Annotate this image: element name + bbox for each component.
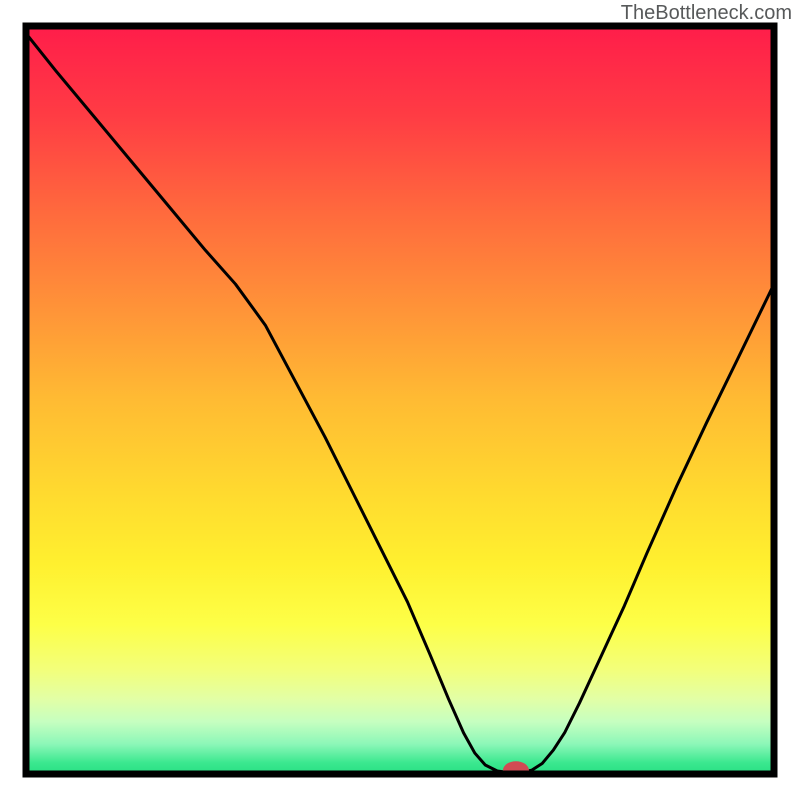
chart-container: TheBottleneck.com (0, 0, 800, 800)
bottleneck-chart (0, 0, 800, 800)
watermark-text: TheBottleneck.com (621, 2, 792, 25)
chart-background (26, 26, 774, 774)
